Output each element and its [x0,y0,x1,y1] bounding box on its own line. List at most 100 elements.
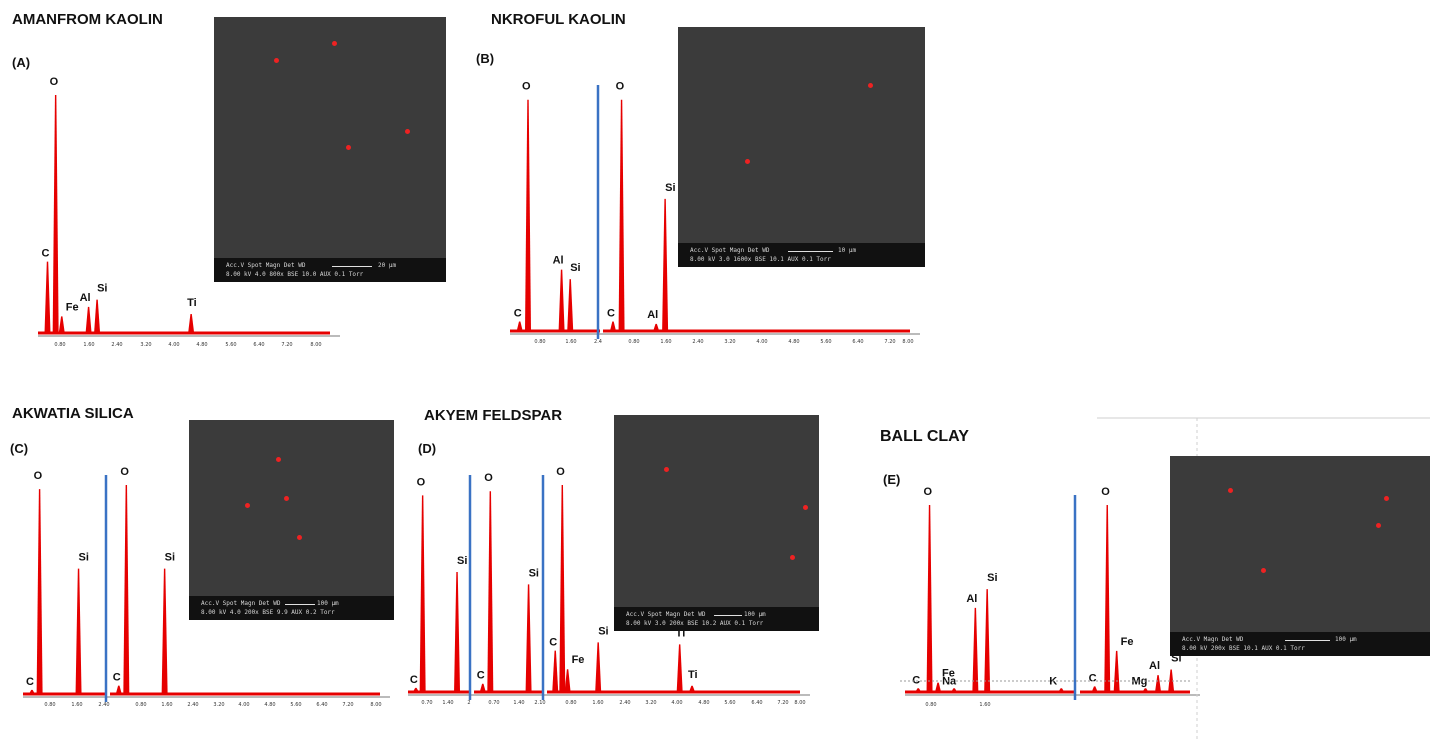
panel-e-peak-mg-10 [1142,688,1149,692]
panel-d-peak-label-o-7: O [556,466,565,478]
panel-a-peak-label-si-4: Si [97,283,107,295]
panel-b-peak-al-6 [653,323,660,331]
panel-c-tick-label-9: 5.60 [290,702,301,708]
panel-d-tick-label-2: 2 [467,700,470,706]
panel-e-peak-fe-2 [935,682,942,692]
panel-e-peak-si-12 [1168,669,1175,692]
sem-d-caption: Acc.V Spot Magn Det WD [626,611,706,618]
panel-b-tick-label-3: 0.80 [628,339,639,345]
panel-b-tick-label-7: 4.00 [756,339,767,345]
panel-d-tick-label-0: 0.70 [421,700,432,706]
sem-c-caption-values: 8.00 kV 4.0 200x BSE 9.9 AUX 0.2 Torr [201,609,335,616]
panel-d-tick-label-8: 2.40 [619,700,630,706]
sem-a-caption: Acc.V Spot Magn Det WD [226,262,306,269]
panel-d-tick-label-13: 6.40 [751,700,762,706]
panel-e-peak-label-si-5: Si [987,572,997,584]
panel-c-peak-si-5 [161,568,168,694]
panel-d-peak-label-fe-8: Fe [572,654,585,666]
panel-c-tick-label-12: 8.00 [370,702,381,708]
sem-a-scale: 20 µm [378,262,397,269]
panel-e-peak-al-11 [1155,675,1162,692]
sem-b-scale: 10 µm [838,247,857,254]
sem-image-b: 10 µm Acc.V Spot Magn Det WD 8.00 kV 3.0… [678,27,925,267]
panel-a-peak-label-o-1: O [50,76,59,88]
panel-d-tick-label-1: 1.40 [442,700,453,706]
panel-b-peak-si-3 [567,279,574,331]
panel-b-tick-label-2: 2.4 [594,339,602,345]
panel-a-peak-label-al-3: Al [80,292,91,304]
panel-d-peak-c-0 [412,687,419,692]
panel-a-tick-label-8: 7.20 [281,342,292,348]
panel-a-tick-label-3: 3.20 [140,342,151,348]
panel-b-tick-label-6: 3.20 [724,339,735,345]
panel-a-tick-label-7: 6.40 [253,342,264,348]
panel-b-tick-label-9: 5.60 [820,339,831,345]
sem-e-caption: Acc.V Magn Det WD [1182,636,1244,643]
panel-a-peak-ti-5 [188,313,195,333]
panel-b-peak-label-o-1: O [522,81,531,93]
panel-d-peak-label-c-6: C [549,637,557,649]
panel-b-tick-label-4: 1.60 [660,339,671,345]
panel-c-tick-label-8: 4.80 [264,702,275,708]
panel-e-peak-label-o-8: O [1101,486,1110,498]
panel-e-peak-fe-9 [1113,650,1120,692]
sem-b-caption-values: 8.00 kV 3.0 1600x BSE 10.1 AUX 0.1 Torr [690,256,831,263]
panel-b-peak-label-al-6: Al [647,309,658,321]
panel-c-tick-label-4: 1.60 [161,702,172,708]
panel-d-peak-si-5 [525,584,532,692]
panel-d-peak-c-6 [552,650,559,692]
panel-d-peak-label-c-3: C [477,670,485,682]
panel-b-tick-label-5: 2.40 [692,339,703,345]
panel-c-peak-label-si-2: Si [79,552,89,564]
panel-d-tick-label-12: 5.60 [724,700,735,706]
panel-d-peak-fe-8 [564,669,571,692]
panel-a-tick-label-9: 8.00 [310,342,321,348]
panel-e-peak-label-c-7: C [1089,672,1097,684]
panel-d-tick-label-15: 8.00 [794,700,805,706]
panel-c-peak-label-c-3: C [113,672,121,684]
panel-b-peak-label-al-2: Al [553,255,564,267]
panel-e-peak-si-5 [984,589,991,692]
panel-c-peak-o-1 [36,489,43,694]
panel-c-tick-label-5: 2.40 [187,702,198,708]
panel-e-peak-c-7 [1091,686,1098,692]
panel-e-peak-na-3 [951,688,958,692]
panel-d-peak-o-7 [559,485,566,692]
panel-d-label: (D) [418,441,437,456]
panel-b-label: (B) [476,51,495,66]
sem-image-e: 100 µm Acc.V Magn Det WD 8.00 kV 200x BS… [1170,456,1430,656]
sem-c-caption: Acc.V Spot Magn Det WD [201,600,281,607]
panel-c-peak-label-si-5: Si [165,552,175,564]
panel-b-peak-label-o-5: O [616,81,625,93]
sem-image-c: 100 µm Acc.V Spot Magn Det WD 8.00 kV 4.… [189,420,394,620]
panel-d-peak-c-3 [479,683,486,692]
panel-c-peak-c-0 [28,689,35,694]
panel-a-peak-o-1 [52,95,59,333]
panel-e-tick-label-0: 0.80 [925,702,936,708]
panel-c-tick-label-11: 7.20 [342,702,353,708]
panel-d-peak-ti-11 [689,685,696,692]
sem-d-caption-values: 8.00 kV 3.0 200x BSE 10.2 AUX 0.1 Torr [626,620,764,627]
panel-c-title: AKWATIA SILICA [12,405,134,422]
panel-b-peak-si-7 [662,198,669,331]
panel-c-peak-label-o-1: O [34,470,43,482]
panel-a-tick-label-0: 0.80 [54,342,65,348]
panel-d-tick-label-7: 1.60 [592,700,603,706]
panel-a-label: (A) [12,55,31,70]
panel-e-tick-label-1: 1.60 [979,702,990,708]
panel-a-peak-fe-2 [58,316,65,333]
panel-d-tick-label-11: 4.80 [698,700,709,706]
panel-d-peak-label-si-5: Si [529,567,539,579]
panel-a-tick-label-1: 1.60 [83,342,94,348]
panel-b-peak-label-c-4: C [607,308,615,320]
panel-c-peak-label-o-4: O [120,466,129,478]
panel-d-title: AKYEM FELDSPAR [424,407,563,424]
panel-a-peak-si-4 [94,299,101,333]
panel-d-peak-label-o-4: O [484,472,493,484]
panel-b-tick-label-0: 0.80 [534,339,545,345]
panel-d-peak-si-9 [595,642,602,692]
panel-c-peak-o-4 [123,485,130,694]
panel-c-tick-label-6: 3.20 [213,702,224,708]
panel-e-peak-label-al-11: Al [1149,660,1160,672]
